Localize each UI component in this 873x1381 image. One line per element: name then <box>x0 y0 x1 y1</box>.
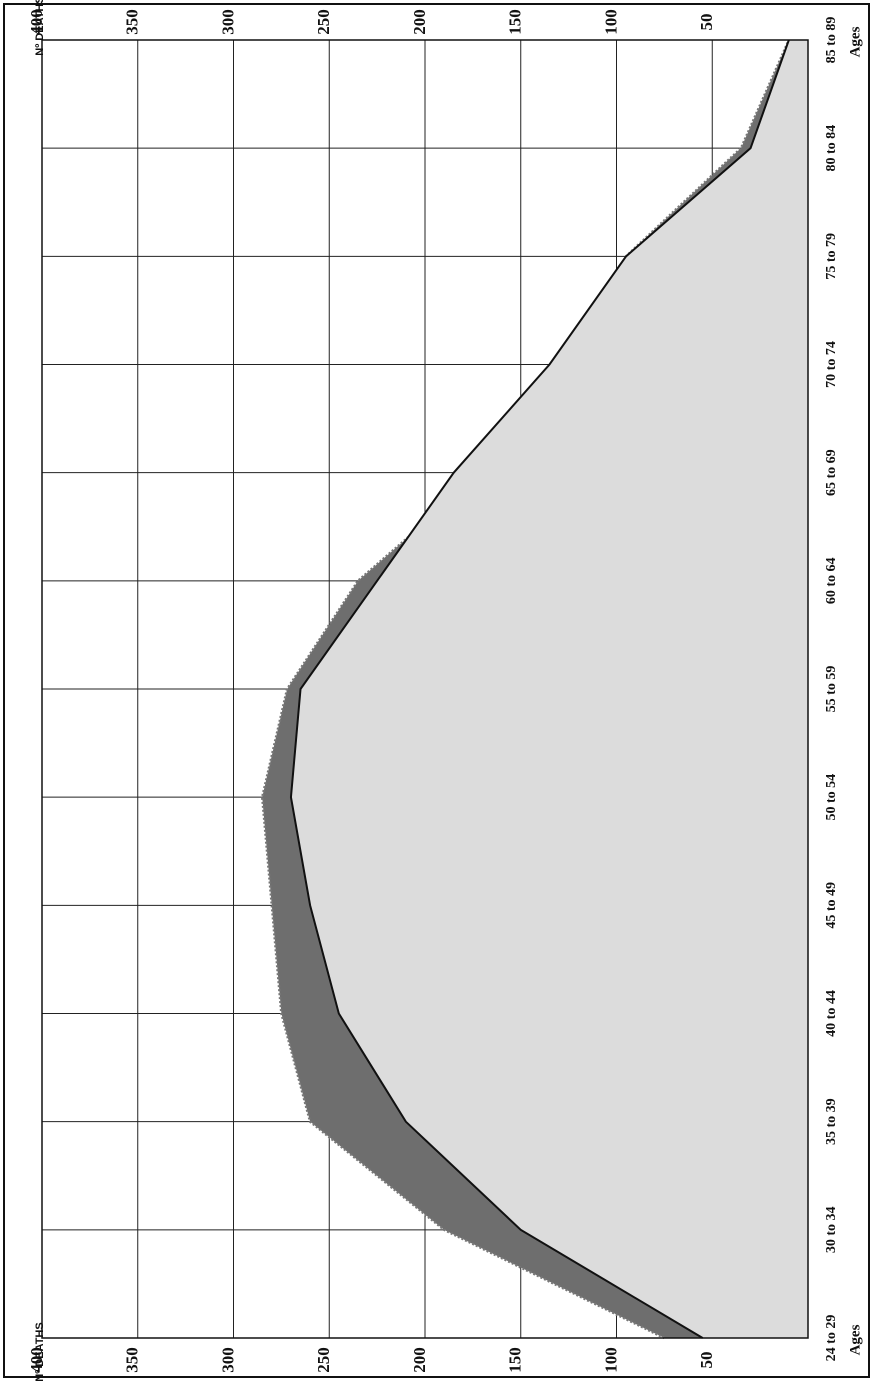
x-tick-label: 100 <box>601 9 620 35</box>
x-tick-label: 150 <box>506 1347 525 1373</box>
x-tick-label: 50 <box>697 14 716 31</box>
x-tick-label: 50 <box>697 1352 716 1369</box>
axis-label: Nº DEATHS <box>34 1322 46 1381</box>
y-tick-label: 50 to 54 <box>824 774 839 821</box>
x-tick-label: 200 <box>410 1347 429 1373</box>
y-tick-label: 55 to 59 <box>824 666 839 713</box>
y-tick-label: 40 to 44 <box>824 990 839 1037</box>
area-fill <box>290 40 808 1338</box>
category-axis-label: Ages <box>847 26 863 57</box>
x-tick-label: 250 <box>314 1347 333 1373</box>
x-tick-label: 350 <box>123 1347 142 1373</box>
x-tick-label: 400 <box>27 1347 46 1373</box>
x-tick-label: 300 <box>218 9 237 35</box>
y-tick-label: 24 to 29 <box>824 1315 839 1362</box>
y-tick-label: 80 to 84 <box>824 125 839 172</box>
x-tick-label: 100 <box>601 1347 620 1373</box>
y-tick-label: 85 to 89 <box>824 17 839 64</box>
x-tick-label: 300 <box>218 1347 237 1373</box>
area-edge <box>289 39 790 1339</box>
category-axis-label: Ages <box>847 1324 863 1355</box>
x-tick-label: 150 <box>506 9 525 35</box>
y-tick-label: 70 to 74 <box>824 341 839 388</box>
plot-frame <box>41 39 809 1339</box>
outer-frame <box>3 3 870 1378</box>
axis-label: Nº DEATHS <box>34 0 46 56</box>
x-tick-label: 200 <box>410 9 429 35</box>
y-tick-label: 30 to 34 <box>824 1206 839 1253</box>
y-tick-label: 45 to 49 <box>824 882 839 929</box>
x-tick-label: 250 <box>314 9 333 35</box>
y-tick-label: 75 to 79 <box>824 233 839 280</box>
y-tick-label: 60 to 64 <box>824 557 839 604</box>
x-tick-label: 400 <box>27 9 46 35</box>
y-tick-label: 65 to 69 <box>824 449 839 496</box>
y-tick-label: 35 to 39 <box>824 1098 839 1145</box>
x-tick-label: 350 <box>123 9 142 35</box>
